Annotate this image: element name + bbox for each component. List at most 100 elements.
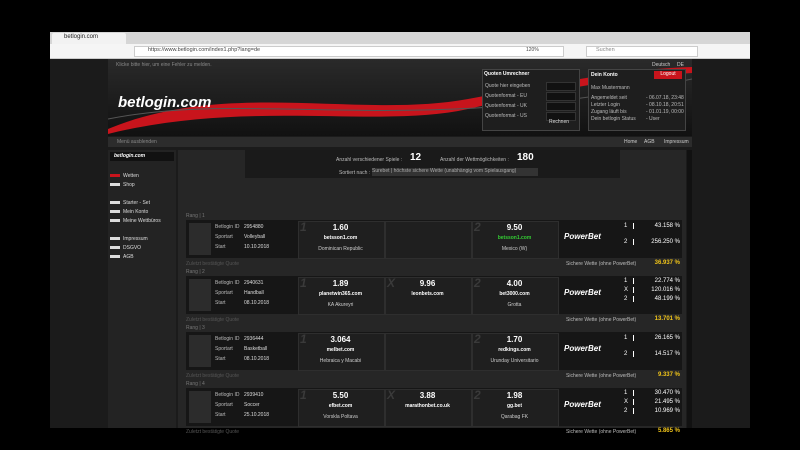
info-value: Volleyball [244, 234, 266, 240]
outcome-mark: 1 [300, 388, 307, 402]
team: Urunday Universitario [490, 358, 539, 364]
menu-icon [110, 183, 120, 186]
result-mark: 2 [624, 408, 628, 414]
tab[interactable] [52, 33, 126, 44]
outcome-mark: X [387, 388, 396, 402]
sidebar-logo: betlogin.com [114, 153, 146, 159]
info-label: Sportart [215, 346, 233, 352]
result-mark: 1 [624, 390, 628, 396]
sure-value: 13.701 % [654, 316, 680, 322]
result-value: 120.016 % [651, 287, 680, 293]
powerbet[interactable]: PowerBet [564, 344, 601, 353]
sure-value: 5.865 % [657, 428, 680, 434]
nav-link[interactable]: Home [624, 139, 638, 145]
result-sep [633, 287, 634, 293]
rank: Rang | 1 [186, 213, 205, 219]
converter-label: Quotenformat - EU [485, 93, 527, 99]
info-label: Betlogin ID [215, 280, 240, 286]
menu-item[interactable]: Mein Konto [123, 209, 149, 215]
info-value: Basketball [244, 346, 268, 352]
converter-input[interactable] [546, 92, 576, 101]
result-mark: 1 [624, 223, 628, 229]
odd: 9.50 [506, 223, 523, 232]
info-label: Start [215, 412, 226, 418]
bookie[interactable]: betsson1.com [497, 235, 532, 241]
bookie[interactable]: efbet.com [328, 403, 353, 409]
result-value: 10.969 % [654, 408, 680, 414]
bookie[interactable]: gg.bet [507, 403, 522, 409]
account-box [588, 69, 686, 131]
powerbet[interactable]: PowerBet [564, 288, 601, 297]
bookie[interactable]: melbet.com [326, 347, 355, 353]
menu-item[interactable]: Meine Wettbüros [123, 218, 161, 224]
powerbet[interactable]: PowerBet [564, 232, 601, 241]
nav-link[interactable]: Impressum [664, 139, 689, 145]
account-name: Max Mustermann [591, 85, 630, 91]
outcome-box [298, 277, 385, 315]
converter-input[interactable] [546, 112, 576, 121]
result-value: 43.158 % [654, 223, 680, 229]
bookie[interactable]: bet3000.com [499, 291, 530, 297]
info-value: 10.10.2018 [244, 244, 270, 250]
bookie[interactable]: betsson1.com [323, 235, 358, 241]
result-mark: 2 [624, 296, 628, 302]
sidebar [108, 150, 176, 428]
menu-item[interactable]: Shop [123, 182, 135, 188]
result-sep [633, 296, 634, 302]
menu-item[interactable]: AGB [123, 254, 134, 260]
search-field[interactable] [586, 46, 698, 57]
hide-menu[interactable]: Menü ausblenden [117, 139, 157, 145]
odd: 1.98 [506, 391, 523, 400]
sport-image [189, 279, 211, 311]
sport-image [189, 223, 211, 255]
converter-input[interactable] [546, 82, 576, 91]
info-value: Handball [244, 290, 264, 296]
info-value: 25.10.2018 [244, 412, 270, 418]
outcome-box [385, 333, 472, 371]
outcome-box [298, 389, 385, 427]
nav-link[interactable]: AGB [644, 139, 655, 145]
converter-button[interactable]: Rechnen [549, 119, 570, 125]
account-value: - 06.07.18, 23:48 [646, 95, 684, 101]
menu-item[interactable]: Wetten [123, 173, 139, 179]
url-field[interactable] [134, 46, 564, 57]
stats-value: 12 [410, 152, 422, 163]
result-value: 14.517 % [654, 351, 680, 357]
menu-item[interactable]: DSGVO [123, 245, 142, 251]
odd: 3.88 [419, 391, 436, 400]
bookie[interactable]: marathonbet.co.uk [405, 403, 450, 409]
footer-note: Zuletzt bestätigte Quote [186, 429, 240, 435]
converter-input[interactable] [546, 102, 576, 111]
result-mark: 1 [624, 335, 628, 341]
bookie[interactable]: leonbets.com [411, 291, 444, 297]
outcome-mark: X [387, 276, 396, 290]
logo: betlogin.com [118, 94, 212, 111]
logout[interactable]: Logout [654, 71, 682, 79]
team: Grotta [507, 302, 522, 308]
nav-bar [108, 137, 692, 147]
outcome-box [472, 277, 559, 315]
bookie[interactable]: redkings.com [498, 347, 531, 353]
info-label: Start [215, 244, 226, 250]
lang: Deutsch [652, 62, 671, 68]
result-value: 21.495 % [654, 399, 680, 405]
outcome-mark: 2 [474, 388, 481, 402]
bookie[interactable]: planetwin365.com [318, 291, 363, 297]
menu-item[interactable]: Starter - Set [123, 200, 150, 206]
powerbet[interactable]: PowerBet [564, 400, 601, 409]
info-label: Sportart [215, 290, 233, 296]
zoom: 120% [526, 47, 539, 53]
team: Qarabag FK [500, 414, 529, 420]
result-sep [633, 239, 634, 245]
scrollbar [687, 150, 692, 428]
rank: Rang | 4 [186, 381, 205, 387]
account-value: - User [646, 116, 660, 122]
menu-item[interactable]: Impressum [123, 236, 148, 242]
outcome-mark: 1 [300, 276, 307, 290]
sort-select[interactable]: Surebet | höchste sichere Wette (unabhän… [372, 168, 538, 176]
rank: Rang | 2 [186, 269, 205, 275]
tab-title: betlogin.com [64, 34, 99, 40]
outcome-box [472, 221, 559, 259]
result-value: 256.250 % [651, 239, 680, 245]
